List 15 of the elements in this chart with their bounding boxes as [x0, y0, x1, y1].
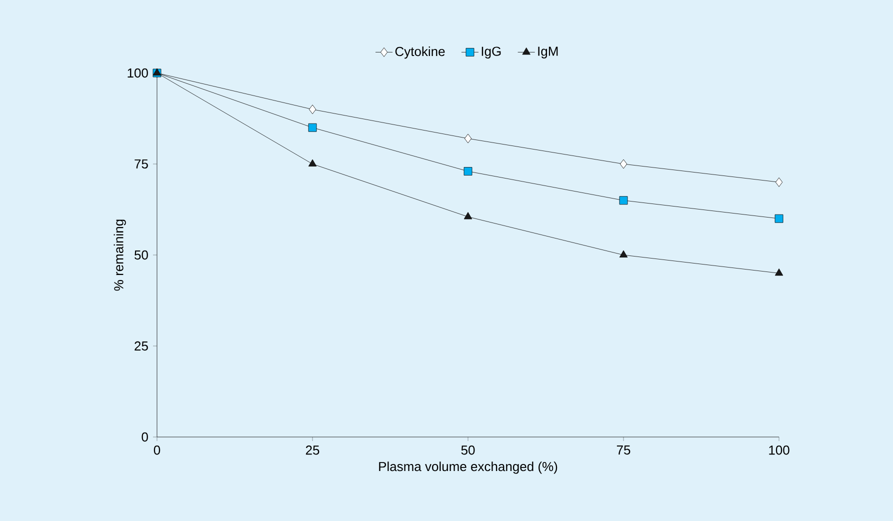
legend-label: IgG — [482, 46, 501, 58]
x-tick-label: 0 — [154, 446, 160, 455]
legend-label: Cytokine — [395, 46, 445, 59]
y-tick-label: 0 — [142, 432, 148, 442]
x-axis-title: Plasma volume exchanged (%) — [379, 462, 558, 474]
y-tick-label: 100 — [128, 68, 148, 78]
x-tick-label: 25 — [306, 446, 320, 455]
x-tick-label: 100 — [769, 446, 790, 455]
legend-label: IgM — [538, 46, 558, 58]
y-axis-title: % remaining — [114, 220, 126, 291]
y-tick-label: 25 — [134, 341, 148, 351]
y-tick-label: 75 — [134, 159, 148, 169]
x-tick-label: 50 — [461, 446, 475, 455]
x-tick-label: 75 — [616, 446, 630, 455]
y-tick-label: 50 — [134, 250, 148, 260]
